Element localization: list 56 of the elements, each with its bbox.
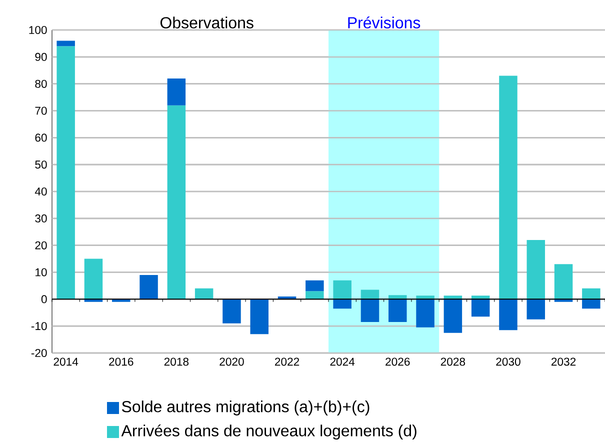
x-tick-label: 2022 [274,358,300,366]
bar [333,299,352,309]
bar [140,274,158,300]
bar [250,299,269,334]
bar [333,280,352,300]
bar [360,299,380,322]
bar [84,299,103,302]
bar [444,299,462,333]
bar [167,105,186,300]
x-tick-label: 2028 [440,358,466,366]
y-tick-label: 50 [35,160,47,169]
bar [526,240,546,300]
band-label: Prévisions [348,16,420,28]
y-tick-label: 20 [35,241,47,250]
bar [306,280,324,292]
bar [222,299,241,324]
x-tick-label: 2026 [386,358,410,366]
text: Observations [160,16,254,28]
bar [167,78,186,106]
bar [416,299,434,328]
bar [499,299,518,330]
y-tick-label: 90 [35,52,47,61]
y-tick-label: -20 [31,348,47,358]
bar [306,291,324,300]
x-tick-label: 2032 [551,358,576,366]
y-tick-label: -10 [31,322,47,330]
y-tick-label: 70 [35,106,47,115]
bar [582,299,600,309]
y-tick-label: 60 [35,134,47,142]
bar [554,264,573,300]
y-tick-label: 40 [34,187,47,196]
x-tick-label: 2030 [496,358,520,366]
legend-label: Arrivées dans de nouveaux logements (d) [121,424,416,440]
bar [360,290,380,300]
y-tick-label: 10 [36,268,47,276]
x-tick-label: 2018 [164,358,189,366]
bar [194,288,214,300]
bar [499,76,518,300]
x-tick-label: 2020 [220,358,244,366]
bar [471,299,490,317]
bar [84,258,103,300]
bar [526,299,546,320]
y-tick-label: 100 [29,26,47,34]
x-tick-label: 2024 [330,358,355,366]
bar [388,299,407,322]
bar [56,40,75,46]
bar [554,299,573,302]
x-tick-label: 2014 [54,358,78,366]
bar [112,299,130,302]
x-tick-label: 2016 [109,358,134,366]
bar [56,46,75,300]
y-tick-label: 30 [35,214,47,222]
bar [582,288,600,300]
y-tick-label: 80 [35,80,47,88]
legend-label: Solde autres migrations (a)+(b)+(c) [122,400,370,416]
y-tick-label: 0 [41,295,47,304]
